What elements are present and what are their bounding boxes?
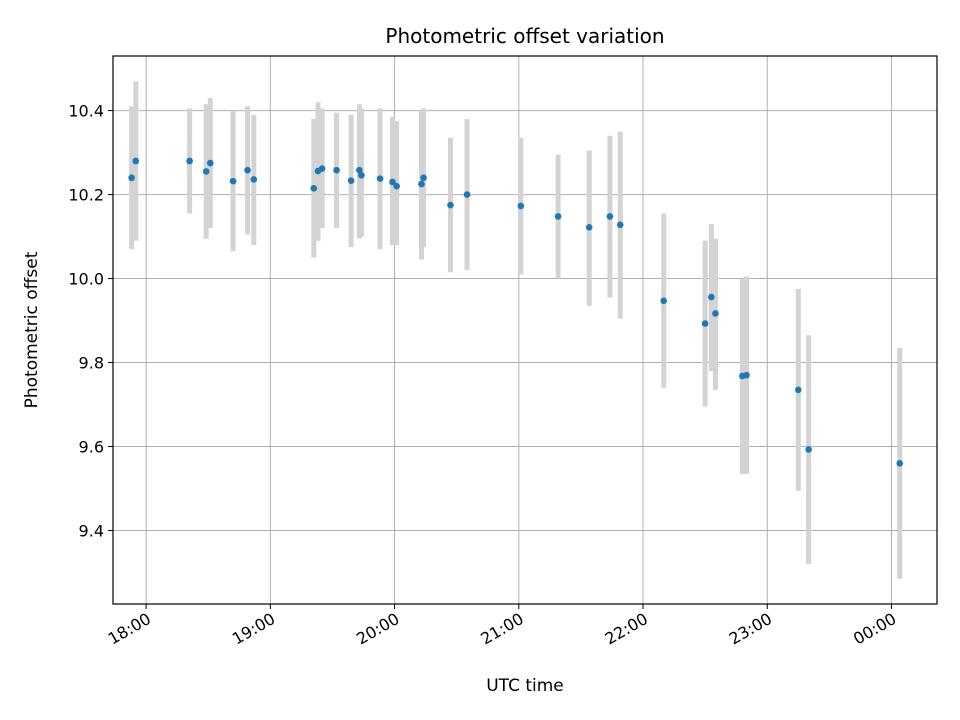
data-point bbox=[743, 371, 750, 379]
data-point bbox=[660, 297, 668, 305]
y-tick-label: 9.6 bbox=[79, 438, 104, 457]
y-tick-label: 9.8 bbox=[79, 354, 104, 373]
y-axis-label: Photometric offset bbox=[22, 251, 42, 408]
data-point bbox=[250, 176, 258, 183]
data-point bbox=[794, 386, 802, 394]
data-point bbox=[616, 221, 624, 229]
data-point bbox=[712, 310, 719, 317]
y-tick-label: 10.0 bbox=[68, 270, 104, 289]
data-point bbox=[420, 174, 427, 182]
data-point bbox=[463, 191, 471, 198]
data-point bbox=[896, 460, 904, 467]
data-point bbox=[701, 320, 709, 327]
chart-title: Photometric offset variation bbox=[385, 24, 664, 48]
data-point bbox=[310, 184, 318, 192]
x-axis-label: UTC time bbox=[486, 676, 564, 696]
data-point bbox=[244, 166, 251, 174]
y-tick-label: 9.4 bbox=[79, 522, 104, 541]
data-point bbox=[389, 178, 396, 186]
data-point bbox=[517, 202, 525, 210]
data-point bbox=[708, 293, 715, 301]
y-tick-label: 10.2 bbox=[68, 186, 104, 205]
data-point bbox=[393, 182, 400, 190]
data-point bbox=[376, 175, 384, 182]
data-point bbox=[318, 165, 326, 172]
y-axis-ticks: 9.4 9.6 9.8 10.0 10.2 10.4 bbox=[68, 102, 113, 541]
plot-frame bbox=[112, 55, 938, 605]
data-point bbox=[447, 201, 454, 209]
data-point bbox=[202, 168, 210, 175]
data-point bbox=[333, 166, 340, 174]
data-point bbox=[128, 174, 135, 182]
data-point bbox=[132, 157, 140, 165]
data-point bbox=[358, 171, 365, 179]
data-point bbox=[229, 177, 237, 185]
data-point bbox=[805, 446, 812, 453]
data-points bbox=[128, 157, 904, 467]
data-point bbox=[347, 177, 355, 185]
data-point bbox=[585, 224, 593, 231]
data-point bbox=[186, 157, 193, 165]
data-point bbox=[606, 213, 614, 220]
data-point bbox=[356, 166, 363, 174]
data-point bbox=[207, 159, 214, 167]
data-point bbox=[418, 180, 425, 188]
y-tick-label: 10.4 bbox=[68, 102, 104, 121]
data-point bbox=[554, 213, 562, 220]
